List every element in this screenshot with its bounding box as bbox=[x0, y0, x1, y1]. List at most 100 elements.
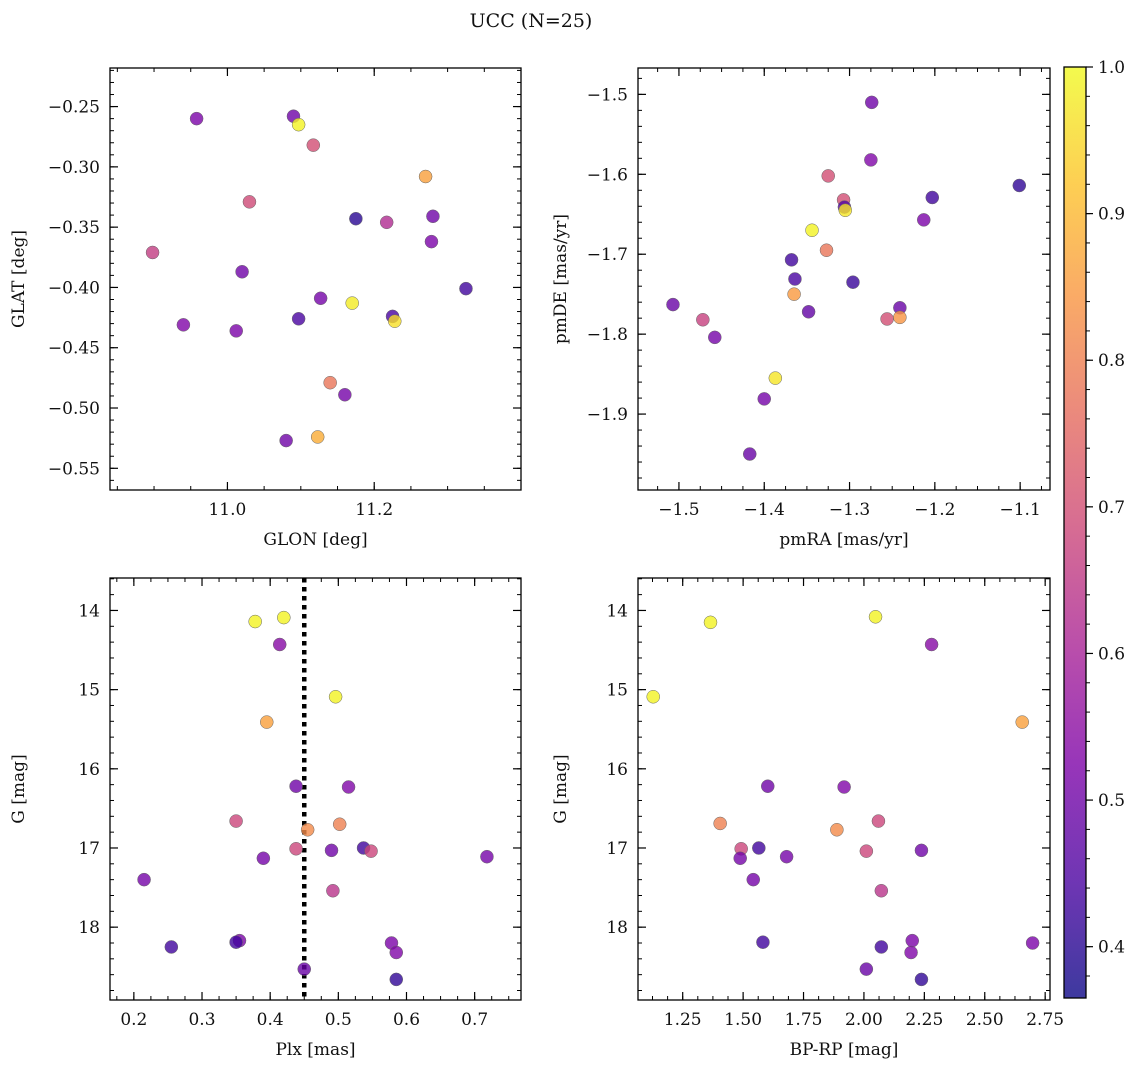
figure-title: UCC (N=25) bbox=[470, 10, 593, 32]
data-point bbox=[313, 291, 328, 306]
data-point bbox=[805, 223, 819, 237]
data-point bbox=[784, 253, 799, 267]
x-tick-label: 0.6 bbox=[393, 1010, 420, 1030]
data-point bbox=[868, 610, 883, 624]
data-point bbox=[349, 211, 363, 226]
y-tick-label: −0.55 bbox=[48, 459, 100, 479]
data-point bbox=[424, 234, 439, 249]
colorbar: 0.4 0.5 0.6 0.7 0.8 0.9 1.0 bbox=[1063, 58, 1125, 999]
data-point bbox=[137, 872, 151, 887]
colorbar-tick-label: 1.0 bbox=[1098, 58, 1125, 78]
x-axis-label: BP-RP [mag] bbox=[790, 1040, 899, 1060]
panel-plx-g: 0.2 0.3 0.4 0.5 0.6 0.7 14 15 16 17 18 Plx [mas] G [… bbox=[9, 577, 522, 1060]
data-point bbox=[821, 169, 835, 183]
data-point bbox=[326, 883, 340, 898]
data-point bbox=[779, 849, 794, 864]
data-point bbox=[323, 375, 337, 390]
x-tick-label: 0.2 bbox=[120, 1010, 147, 1030]
data-point bbox=[341, 780, 356, 794]
y-axis-label: pmDE [mas/yr] bbox=[551, 214, 571, 344]
data-point bbox=[229, 814, 243, 828]
data-point bbox=[757, 392, 771, 406]
data-point bbox=[242, 195, 257, 209]
data-point bbox=[338, 387, 352, 402]
y-tick-label: −1.5 bbox=[587, 85, 628, 105]
y-tick-label: 16 bbox=[606, 760, 628, 780]
data-point bbox=[880, 312, 894, 326]
data-point bbox=[768, 371, 783, 385]
y-tick-label: 18 bbox=[78, 918, 100, 938]
x-tick-label: 0.7 bbox=[461, 1010, 488, 1030]
panel-glon-glat: 11.0 11.2 −0.25 −0.30 −0.35 −0.40 −0.45 −0.50 −0… bbox=[9, 67, 522, 550]
data-point bbox=[332, 817, 347, 831]
colorbar-tick-label: 0.4 bbox=[1098, 938, 1125, 958]
data-point bbox=[279, 433, 293, 448]
data-point bbox=[914, 972, 929, 987]
data-point bbox=[871, 814, 886, 828]
plot-frame bbox=[109, 67, 522, 491]
data-point bbox=[924, 637, 939, 652]
y-tick-label: 14 bbox=[606, 601, 628, 621]
data-point bbox=[388, 314, 402, 328]
data-point bbox=[145, 245, 160, 260]
y-tick-label: −1.9 bbox=[587, 405, 628, 425]
data-point bbox=[389, 945, 404, 960]
y-tick-label: −0.50 bbox=[48, 399, 100, 419]
data-point bbox=[1025, 936, 1040, 950]
panels: 11.0 11.2 −0.25 −0.30 −0.35 −0.40 −0.45 −0.50 −0… bbox=[9, 67, 1064, 1060]
y-tick-label: −0.35 bbox=[48, 218, 100, 238]
colorbar-gradient bbox=[1064, 67, 1086, 998]
data-point bbox=[703, 615, 718, 630]
data-point bbox=[289, 842, 303, 856]
y-tick-label: 15 bbox=[78, 681, 100, 701]
data-point bbox=[389, 972, 404, 987]
data-point bbox=[248, 614, 262, 629]
x-tick-label: 11.0 bbox=[208, 500, 246, 520]
x-tick-label: 2.50 bbox=[966, 1010, 1004, 1030]
data-point bbox=[893, 310, 907, 325]
data-point bbox=[306, 138, 321, 152]
data-point bbox=[859, 962, 874, 976]
x-tick-label: 0.3 bbox=[188, 1010, 215, 1030]
data-point bbox=[756, 935, 770, 949]
data-point bbox=[272, 637, 287, 652]
data-point bbox=[874, 883, 889, 898]
x-tick-label: −1.3 bbox=[829, 500, 870, 520]
data-point bbox=[289, 779, 303, 793]
x-tick-label: 1.50 bbox=[724, 1010, 762, 1030]
panel-bprp-g: 1.25 1.50 1.75 2.00 2.25 2.50 2.75 14 15 16 17 18 BP… bbox=[551, 577, 1064, 1060]
plot-frame bbox=[637, 67, 1051, 491]
data-point bbox=[646, 690, 660, 704]
x-axis-label: GLON [deg] bbox=[263, 530, 367, 550]
data-point bbox=[260, 715, 274, 729]
x-tick-label: −1.5 bbox=[658, 500, 699, 520]
x-tick-label: −1.1 bbox=[1000, 500, 1041, 520]
data-point bbox=[830, 823, 844, 837]
data-point bbox=[256, 851, 271, 866]
y-axis-label: G [mag] bbox=[9, 754, 29, 823]
y-tick-label: 16 bbox=[78, 760, 100, 780]
y-tick-label: −1.8 bbox=[587, 325, 628, 345]
y-tick-label: 15 bbox=[606, 681, 628, 701]
points bbox=[145, 109, 473, 448]
data-point bbox=[746, 872, 761, 887]
data-point bbox=[666, 297, 680, 312]
data-point bbox=[328, 690, 343, 704]
plot-frame bbox=[109, 577, 522, 1001]
data-point bbox=[838, 203, 853, 218]
y-tick-label: 18 bbox=[606, 918, 628, 938]
x-tick-label: 1.75 bbox=[785, 1010, 823, 1030]
data-point bbox=[459, 281, 473, 296]
data-point bbox=[752, 841, 766, 855]
data-point bbox=[176, 318, 191, 332]
y-tick-label: −0.25 bbox=[48, 98, 100, 118]
data-point bbox=[345, 296, 359, 310]
data-point bbox=[864, 95, 879, 110]
data-point bbox=[696, 313, 710, 327]
x-tick-label: 0.5 bbox=[325, 1010, 352, 1030]
colorbar-frame bbox=[1063, 66, 1087, 999]
x-tick-label: 11.2 bbox=[355, 500, 393, 520]
data-point bbox=[235, 265, 249, 279]
points bbox=[666, 95, 1027, 461]
